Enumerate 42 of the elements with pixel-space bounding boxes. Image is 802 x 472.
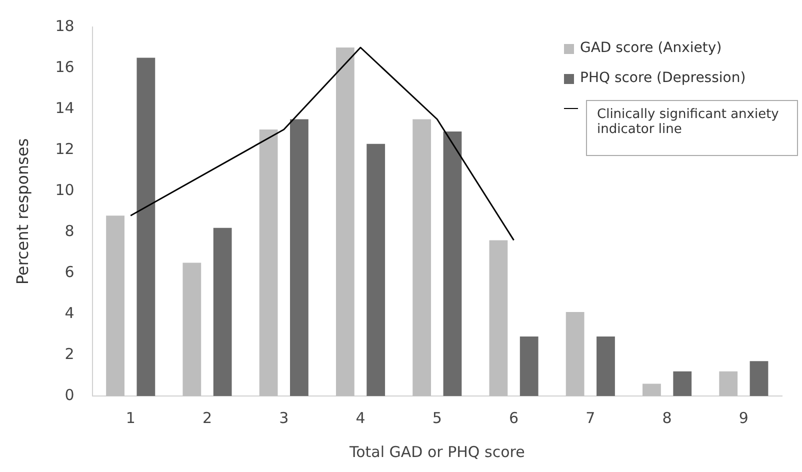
bar — [106, 216, 124, 396]
x-tick-label: 7 — [586, 408, 596, 427]
x-tick-label: 5 — [432, 408, 442, 427]
bar — [336, 48, 354, 396]
bar — [136, 58, 156, 396]
bar — [259, 130, 278, 396]
x-tick-label: 9 — [738, 408, 748, 427]
x-tick-label: 3 — [279, 408, 289, 427]
x-tick-label: 8 — [662, 408, 672, 427]
bar — [520, 336, 538, 396]
bar — [366, 144, 386, 396]
x-tick-label: 1 — [126, 408, 136, 427]
bar — [596, 336, 615, 396]
bar — [673, 371, 692, 396]
y-tick-label: 12 — [55, 140, 74, 158]
y-tick-label: 16 — [55, 58, 74, 76]
bar — [443, 132, 462, 396]
bar — [566, 312, 584, 396]
bar — [750, 361, 768, 396]
x-axis-title: Total GAD or PHQ score — [348, 442, 525, 461]
y-tick-label: 2 — [64, 344, 74, 363]
y-tick-label: 4 — [64, 304, 74, 322]
bar — [489, 240, 508, 396]
bar — [182, 262, 202, 396]
y-axis-title: Percent responses — [12, 138, 32, 285]
legend-label: GAD score (Anxiety) — [580, 40, 722, 56]
y-tick-label: 10 — [55, 180, 74, 199]
bar — [213, 228, 232, 396]
y-tick-label: 18 — [55, 16, 74, 35]
bar — [719, 371, 738, 396]
y-tick-label: 8 — [64, 222, 74, 240]
bar — [290, 119, 308, 396]
legend-label: Clinically significant anxiety indicator line — [586, 100, 798, 156]
bar — [412, 119, 432, 396]
x-tick-label: 4 — [356, 408, 366, 427]
y-tick-label: 6 — [64, 262, 74, 281]
x-tick-label: 6 — [509, 408, 519, 427]
bar — [642, 384, 661, 396]
y-tick-label: 0 — [64, 386, 74, 404]
y-tick-label: 14 — [55, 98, 74, 117]
x-tick-label: 2 — [202, 408, 212, 427]
legend-label: PHQ score (Depression) — [580, 70, 746, 86]
